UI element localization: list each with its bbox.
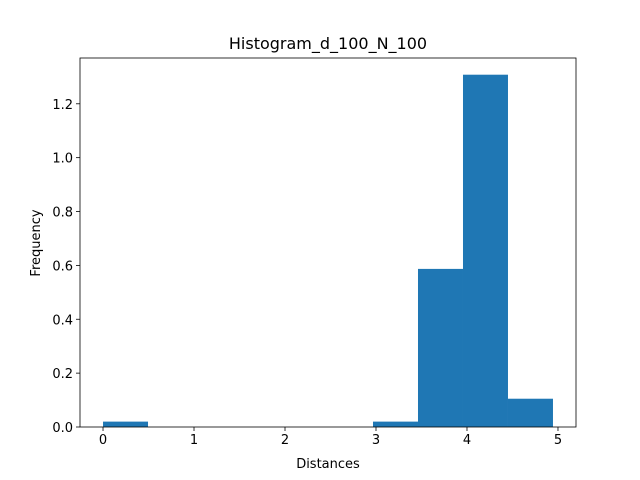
x-tick-label: 1 bbox=[190, 433, 198, 448]
y-tick-label: 1.2 bbox=[52, 98, 73, 113]
x-tick-label: 4 bbox=[463, 433, 471, 448]
x-tick-label: 0 bbox=[99, 433, 107, 448]
y-tick-label: 0.6 bbox=[52, 259, 73, 274]
y-tick-label: 0.0 bbox=[52, 421, 73, 436]
x-tick-label: 5 bbox=[554, 433, 562, 448]
y-tick-label: 0.2 bbox=[52, 367, 73, 382]
y-tick-label: 0.4 bbox=[52, 313, 73, 328]
x-axis-label: Distances bbox=[296, 457, 360, 472]
y-tick-label: 1.0 bbox=[52, 152, 73, 167]
bar bbox=[372, 421, 418, 427]
x-tick-label: 2 bbox=[281, 433, 289, 448]
bar bbox=[507, 398, 553, 427]
bar bbox=[417, 268, 463, 427]
bar bbox=[462, 74, 508, 427]
y-axis-label: Frequency bbox=[29, 209, 44, 276]
plot-frame bbox=[79, 57, 577, 428]
x-tick-label: 3 bbox=[372, 433, 380, 448]
chart-title: Histogram_d_100_N_100 bbox=[229, 34, 427, 54]
y-tick-label: 0.8 bbox=[52, 206, 73, 221]
bar bbox=[103, 421, 149, 427]
